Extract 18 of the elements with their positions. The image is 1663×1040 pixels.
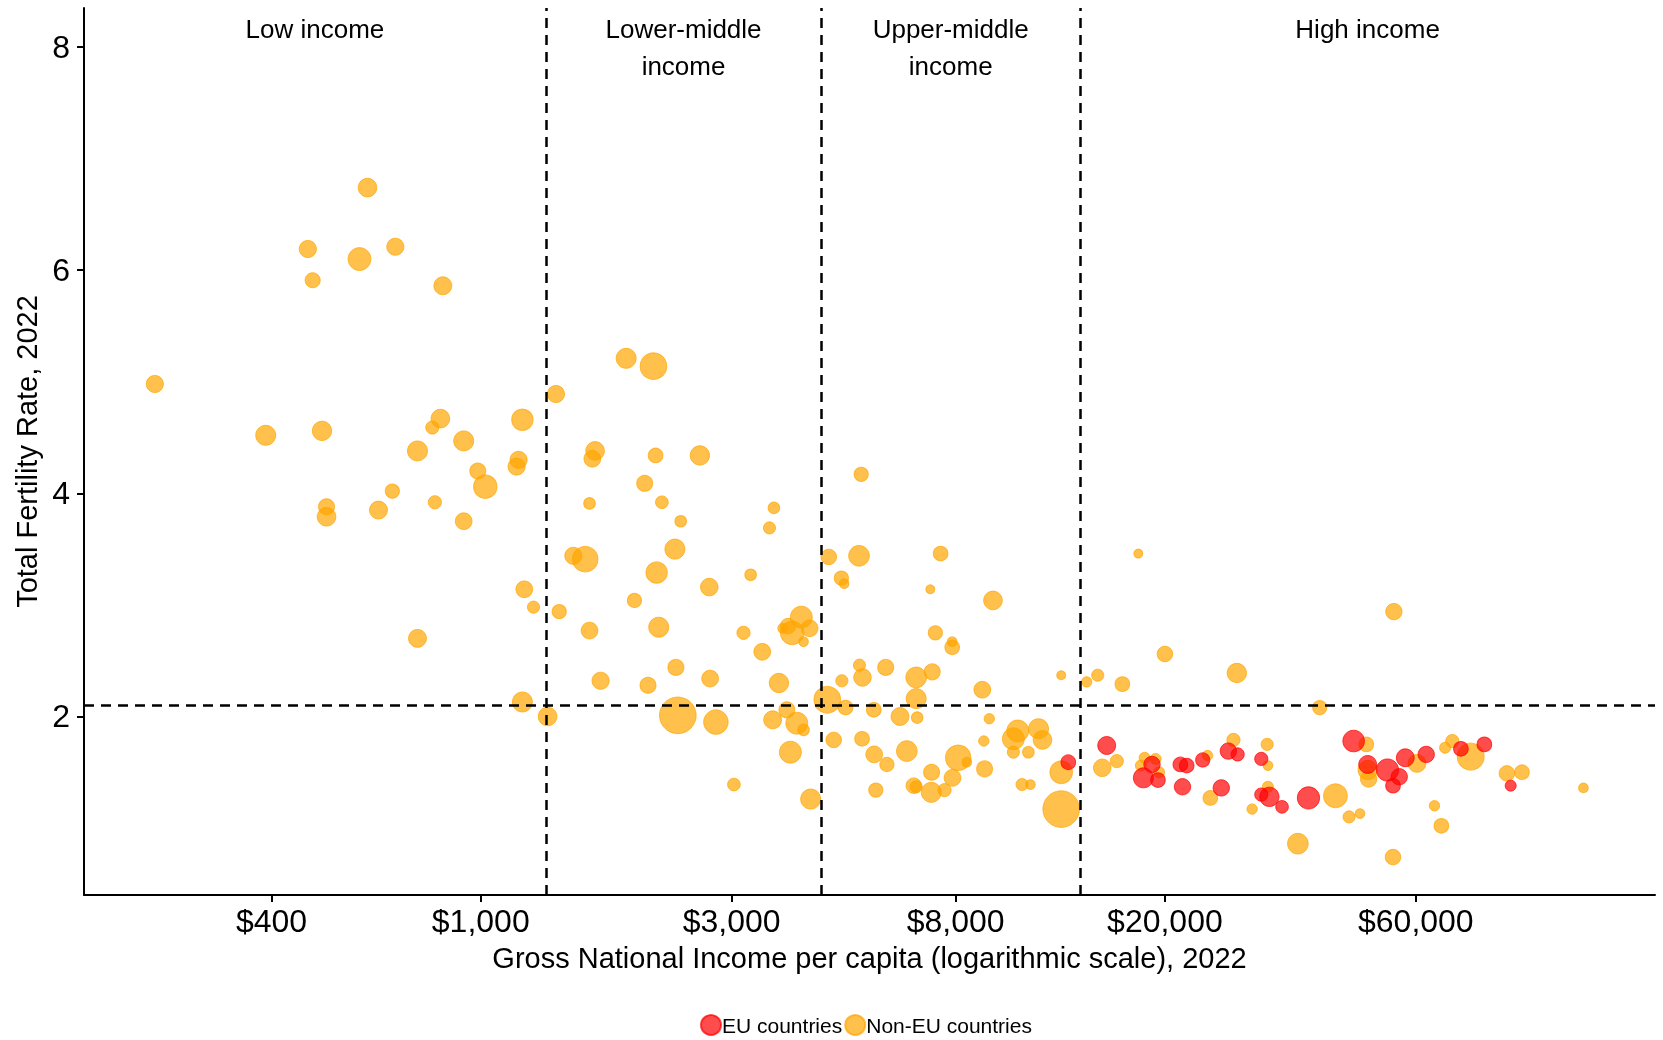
x-tick-label: $1,000: [431, 903, 530, 939]
y-tick-label: 8: [52, 29, 70, 66]
legend-label: Non-EU countries: [866, 1013, 1032, 1037]
y-tick-label: 2: [52, 698, 70, 735]
y-tick-label: 4: [52, 475, 70, 512]
annotation: High income: [1295, 13, 1440, 44]
x-axis-title: Gross National Income per capita (logarithmic scale), 2022: [492, 941, 1247, 974]
annotation: Upper-middle income: [872, 13, 1029, 81]
x-tick-label: $60,000: [1357, 903, 1474, 939]
x-tick-label: $8,000: [906, 903, 1005, 939]
x-tick-label: $20,000: [1107, 903, 1223, 939]
y-axis-title: Total Fertility Rate, 2022: [10, 295, 43, 608]
x-tick-label: $400: [235, 903, 308, 939]
annotation: Lower-middle income: [605, 13, 762, 81]
annotation: Low income: [245, 13, 385, 44]
legend-label: EU countries: [722, 1013, 843, 1037]
x-tick-label: $3,000: [682, 903, 781, 939]
y-tick-label: 6: [52, 252, 70, 289]
